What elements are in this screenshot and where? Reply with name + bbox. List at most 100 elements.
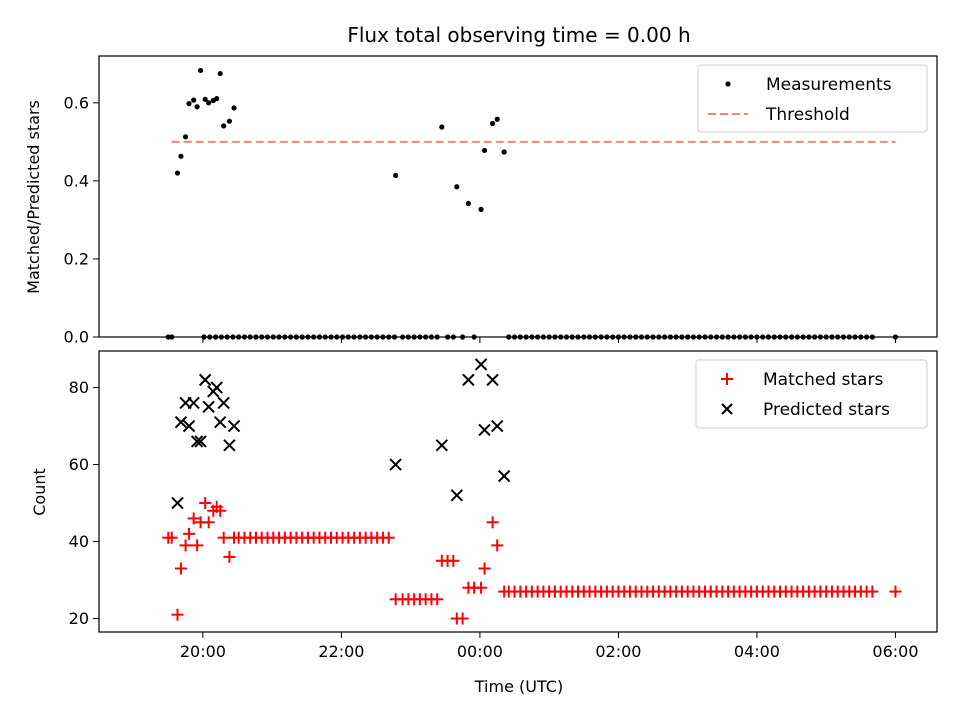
top-plot-area bbox=[165, 67, 899, 340]
y-tick-label: 0.6 bbox=[64, 93, 89, 112]
top-y-axis: 0.0 0.2 0.4 0.6 bbox=[64, 93, 99, 347]
matched-stars-point bbox=[214, 504, 227, 517]
matched-stars-point bbox=[478, 562, 491, 575]
predicted-stars-point bbox=[217, 396, 230, 410]
legend-marker-predicted-stars bbox=[721, 403, 733, 415]
matched-stars-point bbox=[165, 531, 178, 544]
measurement-point bbox=[174, 170, 181, 176]
matched-stars-point bbox=[431, 593, 444, 606]
measurement-point bbox=[490, 120, 496, 127]
predicted-stars-point bbox=[174, 416, 188, 429]
matched-stars-point bbox=[486, 516, 499, 529]
measurement-point bbox=[494, 116, 500, 122]
matched-stars-point bbox=[202, 516, 215, 529]
matched-stars-point bbox=[199, 497, 212, 510]
matched-stars-point bbox=[456, 612, 469, 625]
measurement-point bbox=[226, 118, 233, 124]
matched-stars-point bbox=[174, 562, 187, 575]
top-panel: 0.0 0.2 0.4 0.6 Matched/Predicted stars Mea… bbox=[24, 55, 938, 347]
top-y-axis-label: Matched/Predicted stars bbox=[24, 100, 43, 294]
predicted-stars-point bbox=[187, 396, 200, 410]
measurement-point bbox=[481, 147, 488, 154]
measurement-point bbox=[197, 67, 204, 74]
bottom-x-axis: 20:00 22:00 00:00 02:00 04:00 06:00 bbox=[180, 632, 919, 661]
predicted-stars-point bbox=[227, 419, 241, 433]
y-tick-label: 0.0 bbox=[64, 328, 89, 347]
measurement-point bbox=[182, 134, 189, 140]
legend-label-predicted-stars: Predicted stars bbox=[763, 400, 890, 420]
y-tick-label: 0.4 bbox=[64, 171, 89, 190]
matched-stars-point bbox=[889, 585, 902, 598]
legend-label-matched-stars: Matched stars bbox=[763, 370, 883, 390]
bottom-legend-box bbox=[695, 359, 928, 429]
measurement-point bbox=[217, 70, 223, 77]
x-tick-label: 04:00 bbox=[734, 642, 780, 661]
measurement-point bbox=[231, 105, 237, 111]
matched-stars-point bbox=[217, 531, 230, 544]
matched-stars-point bbox=[179, 539, 192, 552]
measurement-point bbox=[393, 172, 399, 179]
predicted-stars-point bbox=[450, 489, 464, 502]
measurement-point bbox=[501, 149, 507, 155]
matched-stars-point bbox=[866, 585, 879, 598]
predicted-stars-point bbox=[194, 435, 207, 448]
top-legend-box bbox=[697, 64, 928, 133]
measurement-point bbox=[202, 96, 208, 102]
x-tick-label: 00:00 bbox=[457, 642, 503, 661]
predicted-stars-point bbox=[202, 400, 215, 414]
legend-label-threshold: Threshold bbox=[765, 105, 850, 125]
matched-stars-point bbox=[491, 539, 504, 552]
measurement-point bbox=[221, 123, 227, 129]
chart-title: Flux total observing time = 0.00 h bbox=[347, 23, 690, 47]
predicted-stars-point bbox=[190, 435, 204, 448]
predicted-stars-point bbox=[389, 458, 402, 471]
matched-stars-point bbox=[187, 512, 200, 525]
y-tick-label: 60 bbox=[69, 455, 89, 474]
predicted-stars-point bbox=[491, 419, 504, 433]
measurement-point bbox=[178, 153, 184, 159]
legend-marker-measurements bbox=[725, 81, 731, 87]
matched-stars-point bbox=[183, 527, 196, 540]
predicted-stars-point bbox=[198, 373, 212, 387]
predicted-stars-point bbox=[474, 358, 488, 371]
bottom-y-axis-label: Count bbox=[30, 468, 49, 516]
bottom-axes-frame bbox=[98, 350, 938, 633]
predicted-stars-point bbox=[497, 469, 511, 483]
y-tick-label: 20 bbox=[69, 609, 89, 628]
predicted-stars-point bbox=[478, 423, 491, 437]
legend-marker-matched-stars bbox=[721, 373, 733, 385]
measurement-point bbox=[194, 104, 200, 110]
predicted-stars-point bbox=[213, 416, 227, 429]
x-tick-label: 22:00 bbox=[318, 642, 364, 661]
predicted-stars-point bbox=[182, 419, 196, 433]
y-tick-label: 0.2 bbox=[64, 249, 89, 268]
predicted-stars-point bbox=[223, 439, 236, 452]
y-tick-label: 40 bbox=[69, 532, 89, 551]
top-legend: Measurements Threshold bbox=[697, 64, 928, 133]
bottom-plot-area bbox=[162, 358, 902, 625]
top-x-axis bbox=[202, 337, 896, 343]
predicted-stars-point bbox=[435, 439, 449, 452]
matched-stars-point bbox=[171, 608, 184, 621]
matched-stars-point bbox=[447, 554, 460, 567]
legend-label-measurements: Measurements bbox=[766, 75, 892, 95]
bottom-legend: Matched stars Predicted stars bbox=[695, 359, 928, 429]
top-axes-frame bbox=[98, 55, 938, 338]
matched-stars-point bbox=[223, 550, 236, 563]
measurement-point bbox=[186, 101, 192, 107]
x-axis-label: Time (UTC) bbox=[474, 677, 563, 696]
predicted-stars-point bbox=[210, 381, 223, 394]
measurement-point bbox=[478, 206, 484, 212]
bottom-y-axis: 20 40 60 80 bbox=[69, 378, 99, 628]
predicted-stars-point bbox=[171, 496, 184, 510]
x-tick-label: 06:00 bbox=[872, 642, 918, 661]
measurement-point bbox=[214, 95, 220, 102]
matched-stars-point bbox=[382, 531, 395, 544]
measurement-point bbox=[465, 200, 471, 207]
predicted-stars-point bbox=[486, 373, 499, 387]
measurement-point bbox=[206, 100, 212, 106]
matched-stars-point bbox=[191, 539, 204, 552]
measurement-point bbox=[191, 97, 197, 103]
measurement-point bbox=[439, 124, 445, 130]
